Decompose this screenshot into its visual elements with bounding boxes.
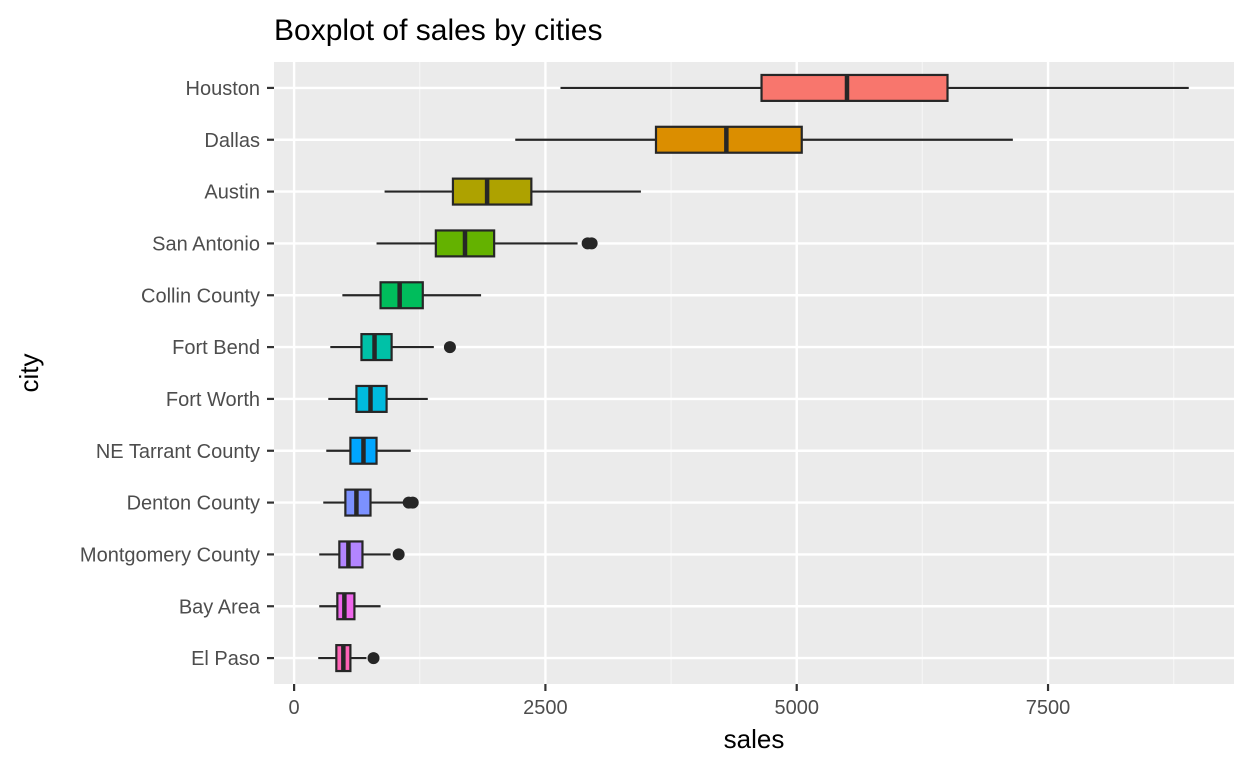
box-denton-county [323,488,419,517]
box-san-antonio [376,229,598,258]
outlier-point [585,237,598,250]
box-rect [338,540,364,569]
box-dallas [515,125,1013,154]
boxes [318,73,1189,673]
y-tick-label: Fort Bend [172,337,260,359]
x-tick-label: 5000 [774,697,819,719]
box-ne-tarrant-county [326,436,411,465]
y-tick-label: Denton County [127,493,260,515]
outlier-point [392,548,405,561]
outlier-point [367,652,380,665]
y-tick-label: NE Tarrant County [96,441,260,463]
minor-grid [419,62,1175,684]
y-tick-label: Bay Area [179,596,261,618]
x-axis: 0 2500 5000 7500 [289,684,1071,719]
box-bay-area [319,592,381,621]
box-rect [451,177,533,206]
x-tick-label: 7500 [1026,697,1071,719]
y-tick-label: Dallas [204,130,260,152]
x-axis-title: sales [724,724,785,754]
y-tick-label: Houston [186,78,261,100]
x-tick-label: 0 [289,697,300,719]
outlier-point [406,496,419,509]
y-axis: Houston Dallas Austin San Antonio Collin Cou… [80,78,274,670]
box-rect [654,125,803,154]
y-tick-label: Collin County [141,285,260,307]
y-tick-label: Fort Worth [166,389,260,411]
box-fort-bend [330,333,456,362]
y-tick-label: El Paso [191,648,260,670]
box-fort-worth [328,384,428,413]
box-houston [560,73,1189,102]
y-axis-title: city [14,354,44,393]
box-el-paso [318,644,380,673]
y-tick-label: Montgomery County [80,544,260,566]
box-montgomery-county [319,540,405,569]
y-tick-label: San Antonio [152,233,260,255]
box-collin-county [342,281,482,310]
box-rect [760,73,949,102]
box-austin [384,177,641,206]
chart-title: Boxplot of sales by cities [274,14,603,47]
x-tick-label: 2500 [523,697,568,719]
plot-panel [274,62,1234,684]
outlier-point [443,341,456,354]
y-tick-label: Austin [204,182,260,204]
